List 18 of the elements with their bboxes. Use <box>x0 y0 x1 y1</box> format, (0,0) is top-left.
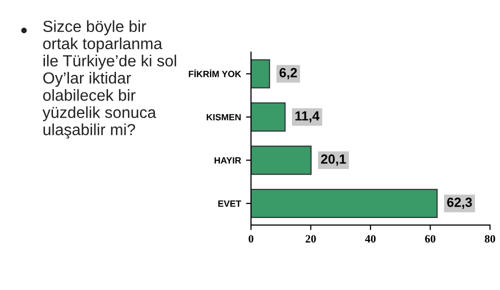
bar <box>251 59 270 88</box>
data-label: 62,3 <box>447 198 472 209</box>
x-tick-label: 40 <box>365 235 376 243</box>
y-tick-label: EVET <box>218 200 242 207</box>
x-tick-label: 20 <box>306 235 316 243</box>
x-tick-label: 60 <box>425 235 436 243</box>
data-label: 6,2 <box>280 68 297 80</box>
data-label: 20,1 <box>321 154 346 166</box>
bar <box>251 146 312 175</box>
text: Sizce böyle bir ortak toparlanma ile Türkiye’de ki sol Oy’lar iktidar olabilecek bir yüzdelik sonuca ulaşabilir mi? <box>42 20 176 138</box>
x-tick-label: 80 <box>484 235 496 243</box>
bar <box>251 188 438 218</box>
x-tick-label: 0 <box>248 235 254 243</box>
bar <box>251 102 286 132</box>
y-tick-label: KISMEN <box>206 114 241 120</box>
y-tick-label: HAYIR <box>214 157 242 164</box>
y-tick-label: FİKRİM YOK <box>188 69 242 78</box>
data-label: 11,4 <box>295 111 320 122</box>
